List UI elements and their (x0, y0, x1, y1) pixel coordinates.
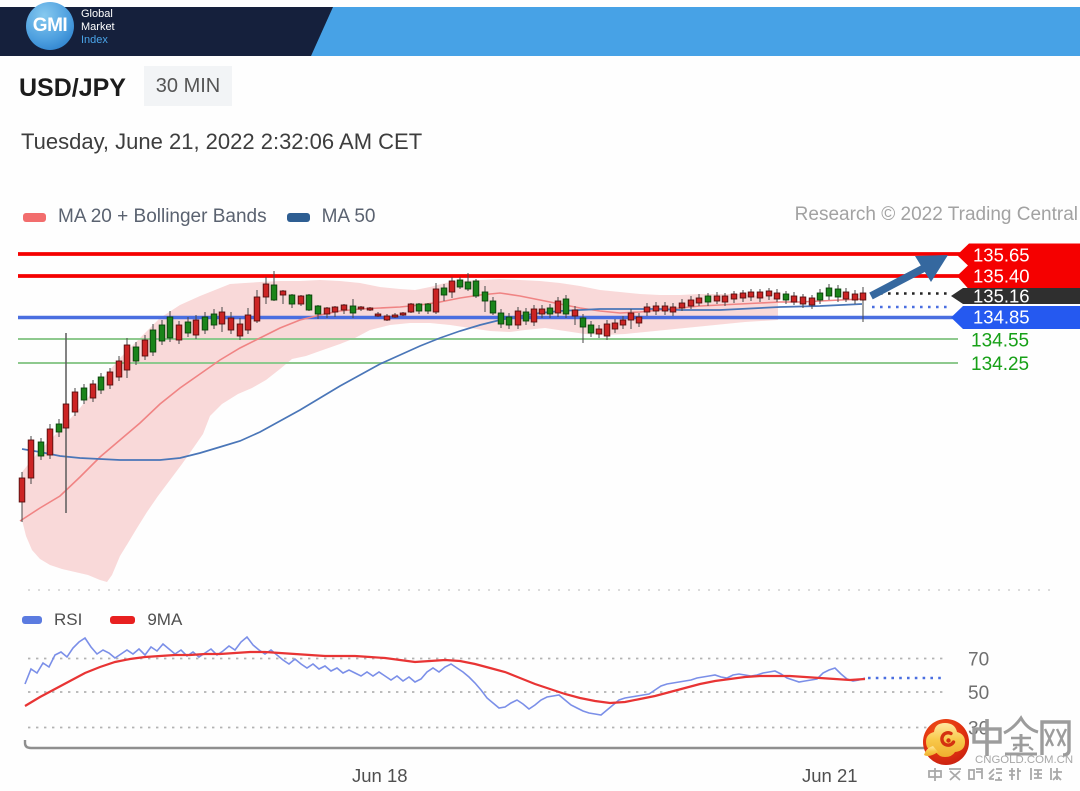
svg-text:Jun 21: Jun 21 (802, 765, 858, 786)
svg-text:50: 50 (968, 683, 989, 704)
svg-text:Jun 18: Jun 18 (352, 765, 408, 786)
svg-text:134.85: 134.85 (973, 307, 1030, 328)
svg-text:CNGOLD.COM.CN: CNGOLD.COM.CN (975, 754, 1073, 766)
svg-text:134.55: 134.55 (971, 331, 1029, 352)
svg-text:135.16: 135.16 (973, 286, 1030, 307)
svg-text:70: 70 (968, 650, 989, 671)
svg-text:135.40: 135.40 (973, 266, 1030, 287)
svg-text:134.25: 134.25 (971, 354, 1029, 375)
svg-text:135.65: 135.65 (973, 245, 1030, 266)
